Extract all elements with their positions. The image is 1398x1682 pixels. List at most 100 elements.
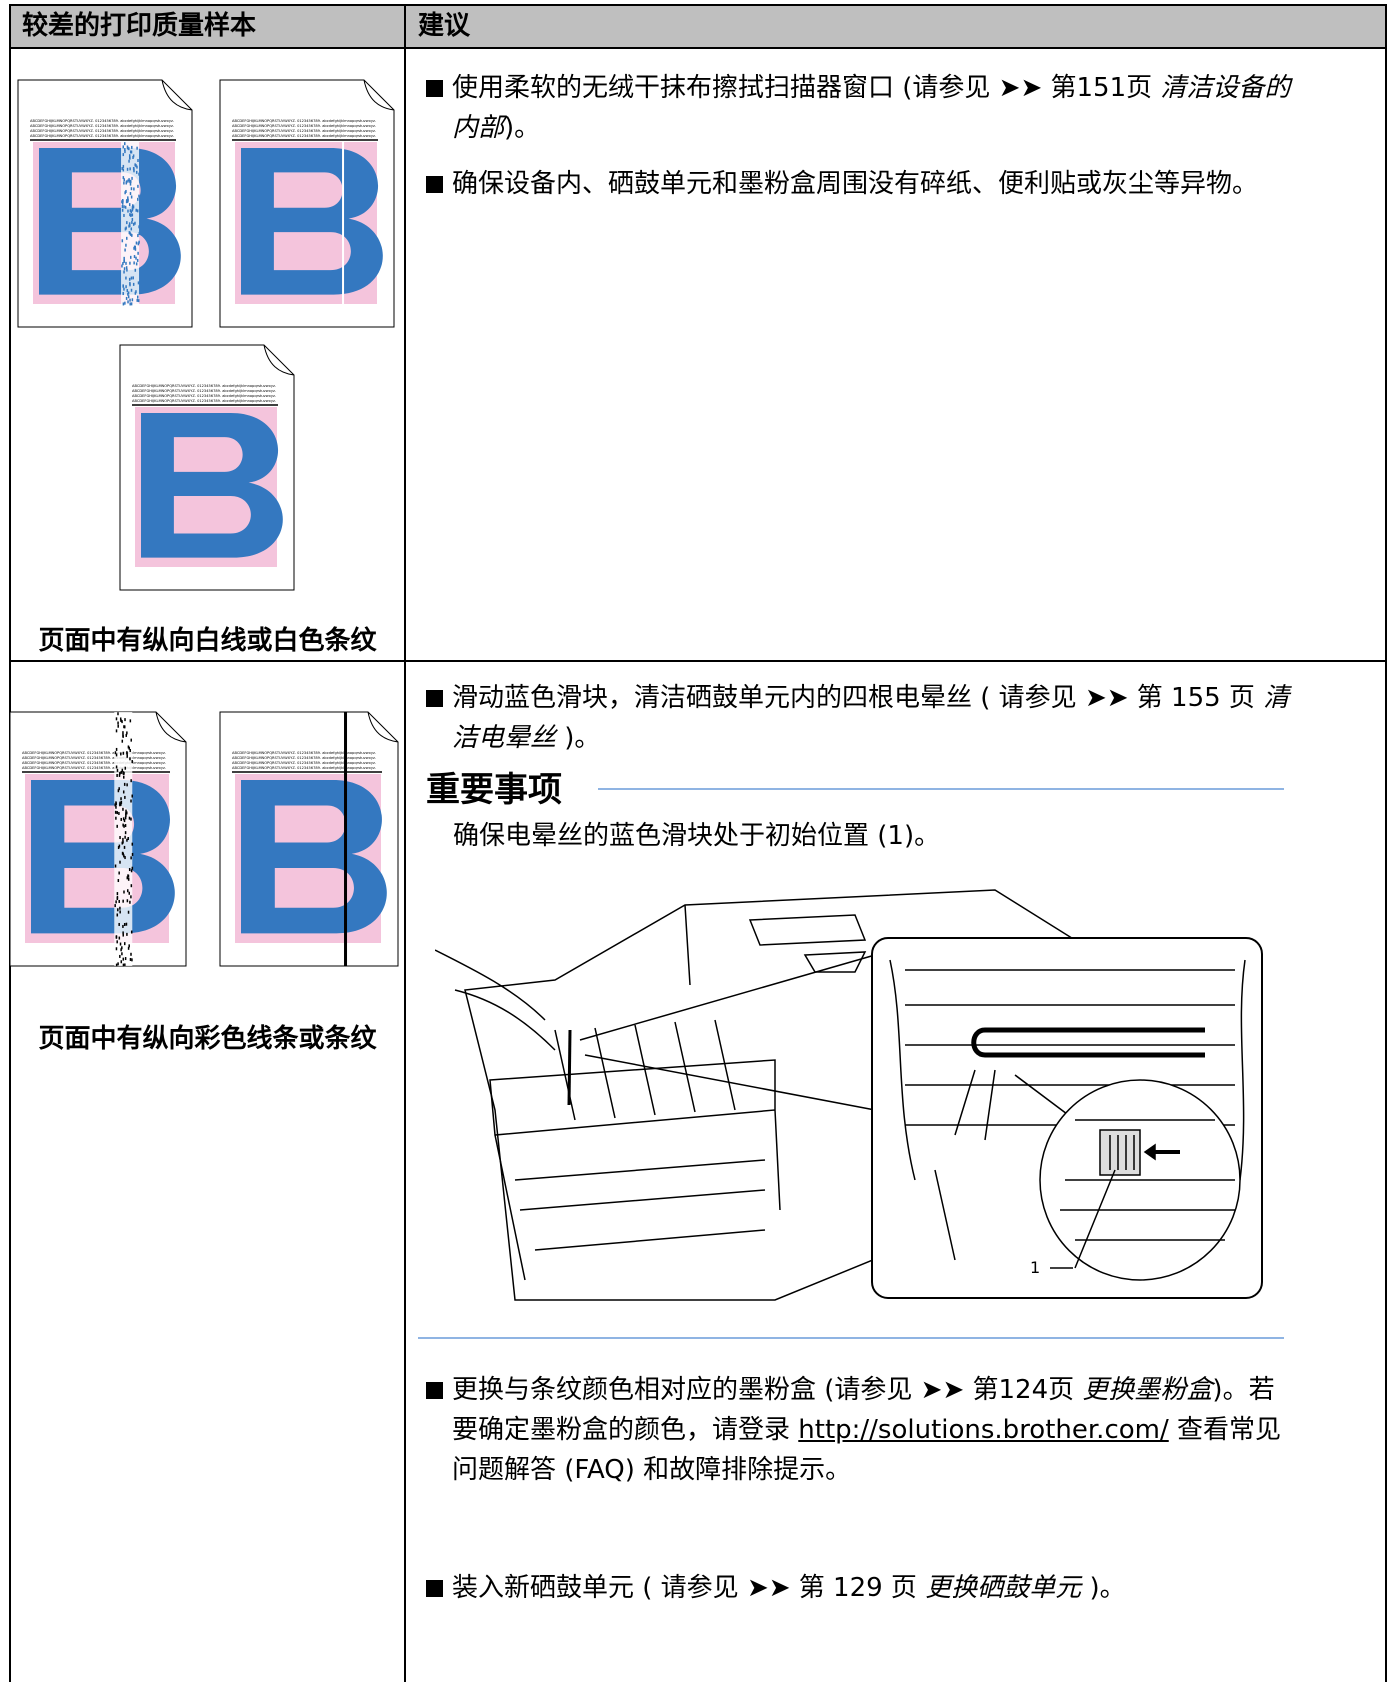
speck: [121, 739, 124, 743]
ref-title: 更换硒鼓单元: [925, 1573, 1082, 1603]
speck: [124, 963, 126, 967]
speck: [129, 900, 131, 904]
speck: [119, 942, 122, 946]
speck: [134, 291, 137, 295]
speck: [125, 812, 127, 816]
speck: [129, 192, 132, 196]
speck: [127, 291, 130, 295]
ref-title: 清洁设备的内部: [452, 73, 1291, 143]
border: [10, 47, 1387, 49]
text: )。: [1081, 1573, 1126, 1603]
speck: [132, 166, 135, 170]
speck: [123, 181, 125, 185]
speck: [123, 819, 126, 823]
speck: [126, 751, 128, 755]
speck: [123, 845, 126, 849]
speck: [133, 245, 136, 249]
speck: [129, 298, 131, 302]
speck: [131, 298, 134, 302]
speck: [128, 147, 130, 151]
speck: [127, 295, 130, 299]
speck: [129, 957, 132, 961]
speck: [126, 754, 128, 758]
speck: [124, 191, 126, 195]
speck: [122, 837, 124, 841]
text: )。若要确定墨粉盒的颜色，请登录: [452, 1375, 1275, 1445]
link[interactable]: http://solutions.brother.com/: [798, 1415, 1169, 1445]
header-col1: 较差的打印质量样本: [22, 11, 257, 41]
speck: [119, 954, 121, 958]
speck: [137, 158, 139, 162]
sample-text: ABCDEFGHIJKLMNOPQRSTUVWXYZ. 0123456789. …: [22, 751, 166, 755]
speck: [122, 153, 125, 157]
speck: [115, 805, 117, 809]
speck: [129, 261, 131, 265]
speck: [135, 241, 138, 245]
speck: [136, 258, 139, 262]
speck: [138, 240, 140, 244]
speck: [126, 199, 129, 203]
speck: [122, 963, 125, 967]
speck: [121, 720, 123, 724]
sample-text: ABCDEFGHIJKLMNOPQRSTUVWXYZ. 0123456789. …: [232, 119, 376, 123]
speck: [125, 296, 128, 300]
speck: [116, 940, 118, 944]
speck: [128, 224, 130, 228]
speck: [121, 201, 124, 205]
speck: [136, 146, 138, 150]
speck: [122, 302, 125, 306]
speck: [125, 226, 127, 230]
speck: [119, 860, 121, 864]
speck: [128, 891, 131, 895]
speck: [126, 236, 128, 240]
speck: [122, 145, 125, 149]
speck: [135, 290, 137, 294]
speck: [131, 958, 133, 962]
speck: [131, 842, 134, 846]
speck: [130, 150, 133, 154]
speck: [129, 180, 132, 184]
speck: [124, 831, 127, 835]
speck: [121, 841, 124, 845]
speck: [137, 281, 140, 285]
speck: [124, 718, 126, 722]
speck: [122, 924, 124, 928]
speck: [115, 947, 118, 951]
speck: [127, 196, 129, 200]
speck: [130, 738, 132, 742]
bullet: 滑动蓝色滑块，清洁硒鼓单元内的四根电晕丝 ( 请参见 ➤➤ 第 155 页 清洁…: [426, 678, 1296, 758]
speck: [129, 748, 131, 752]
speck: [138, 194, 140, 198]
speck: [114, 864, 117, 868]
speck: [118, 787, 120, 791]
speck: [137, 299, 140, 303]
speck: [114, 810, 117, 814]
border: [10, 660, 1387, 662]
speck: [131, 794, 133, 798]
speck: [122, 262, 124, 266]
speck: [130, 187, 133, 191]
speck: [122, 931, 124, 935]
speck: [126, 199, 128, 203]
sample-text: ABCDEFGHIJKLMNOPQRSTUVWXYZ. 0123456789. …: [30, 129, 174, 133]
sample-page: ABCDEFGHIJKLMNOPQRSTUVWXYZ. 0123456789. …: [219, 711, 399, 967]
speck: [115, 765, 118, 769]
speck: [126, 167, 129, 171]
speck: [115, 816, 117, 820]
speck: [130, 799, 132, 803]
text: 装入新硒鼓单元 ( 请参见 ➤➤ 第 129 页: [452, 1573, 926, 1603]
sample-text: ABCDEFGHIJKLMNOPQRSTUVWXYZ. 0123456789. …: [22, 766, 166, 770]
sample-text: ABCDEFGHIJKLMNOPQRSTUVWXYZ. 0123456789. …: [132, 399, 276, 403]
speck: [127, 836, 129, 840]
speck: [117, 962, 119, 966]
sample-text: ABCDEFGHIJKLMNOPQRSTUVWXYZ. 0123456789. …: [30, 124, 174, 128]
bullet-mark: [426, 1580, 443, 1597]
speck: [126, 268, 128, 272]
speck: [125, 261, 127, 265]
border: [1385, 4, 1387, 1682]
speck: [124, 824, 127, 828]
speck: [128, 868, 131, 872]
speck: [119, 910, 121, 914]
speck: [118, 899, 120, 903]
speck: [130, 276, 133, 280]
